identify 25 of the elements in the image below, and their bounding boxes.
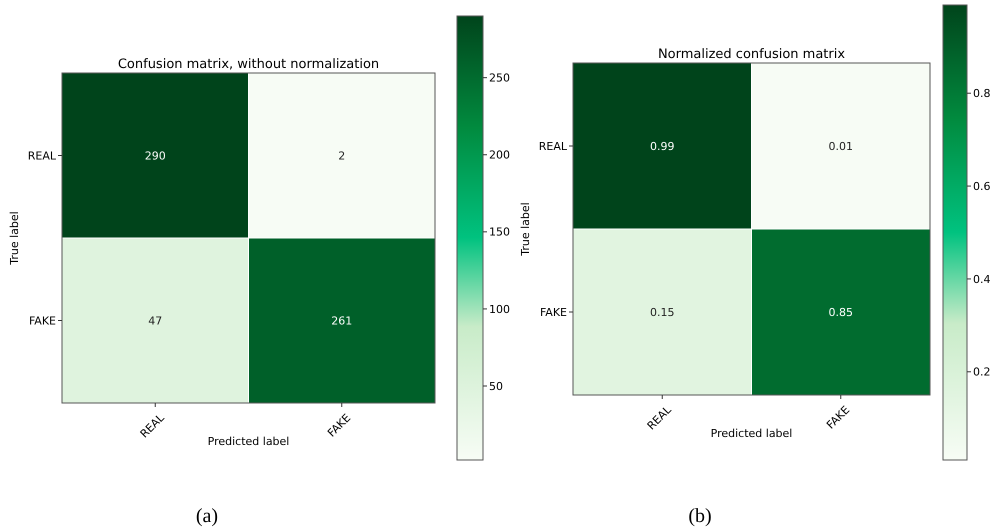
color-bar-label: 250: [489, 72, 510, 85]
color-bar-label: 50: [489, 380, 503, 393]
color-bar-label: 0.2: [973, 366, 990, 379]
data-label: 47: [148, 314, 162, 328]
chart-title: Confusion matrix, without normalization: [118, 57, 380, 72]
data-label: 261: [331, 314, 352, 328]
x-axis-title: Predicted label: [710, 427, 792, 440]
data-label: 290: [144, 149, 166, 162]
color-bar-label: 150: [489, 226, 510, 239]
data-label: 0.01: [828, 140, 853, 153]
data-label: 0.99: [650, 140, 674, 153]
x-axis-title: Predicted label: [208, 435, 290, 448]
data-label: 0.15: [650, 306, 674, 319]
data-label: 0.85: [828, 306, 853, 319]
color-bar-label: 200: [489, 148, 510, 162]
text: (b): [688, 505, 712, 527]
chart-title: Normalized confusion matrix: [658, 47, 846, 62]
data-label: 2: [338, 149, 346, 162]
y-axis-title: True label: [519, 202, 532, 257]
color-bar-label: 0.8: [973, 87, 990, 100]
color-bar-label: 0.6: [973, 180, 990, 193]
text: (a): [196, 505, 218, 527]
color-bar-label: 0.4: [973, 272, 990, 286]
color-bar-label: 100: [489, 302, 510, 316]
y-axis-title: True label: [8, 211, 21, 266]
